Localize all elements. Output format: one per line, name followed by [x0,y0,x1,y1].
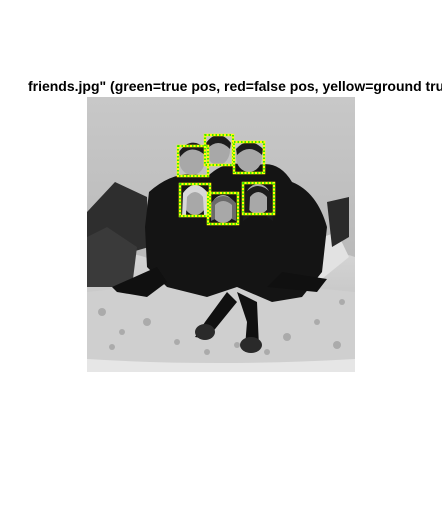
face-1 [179,145,205,175]
shoe-right [240,337,262,353]
tp-box-6 [242,182,275,215]
cushion-right-dark [327,197,349,247]
group-photo-icon [87,97,355,372]
detection-photo [87,97,355,372]
tp-box-5 [207,192,239,225]
figure-title: friends.jpg" (green=true pos, red=false … [0,76,442,96]
sofa-seat [87,284,355,363]
detections [176,133,276,226]
sofa-pattern [98,299,345,355]
legs [112,267,327,347]
tp-box-1 [177,145,209,177]
tp-box-3 [233,141,265,174]
shoe-left [195,324,215,340]
figure-title-text: friends.jpg" (green=true pos, red=false … [27,78,442,94]
cushion-left-2 [87,227,137,287]
tp-box-4 [179,183,211,217]
